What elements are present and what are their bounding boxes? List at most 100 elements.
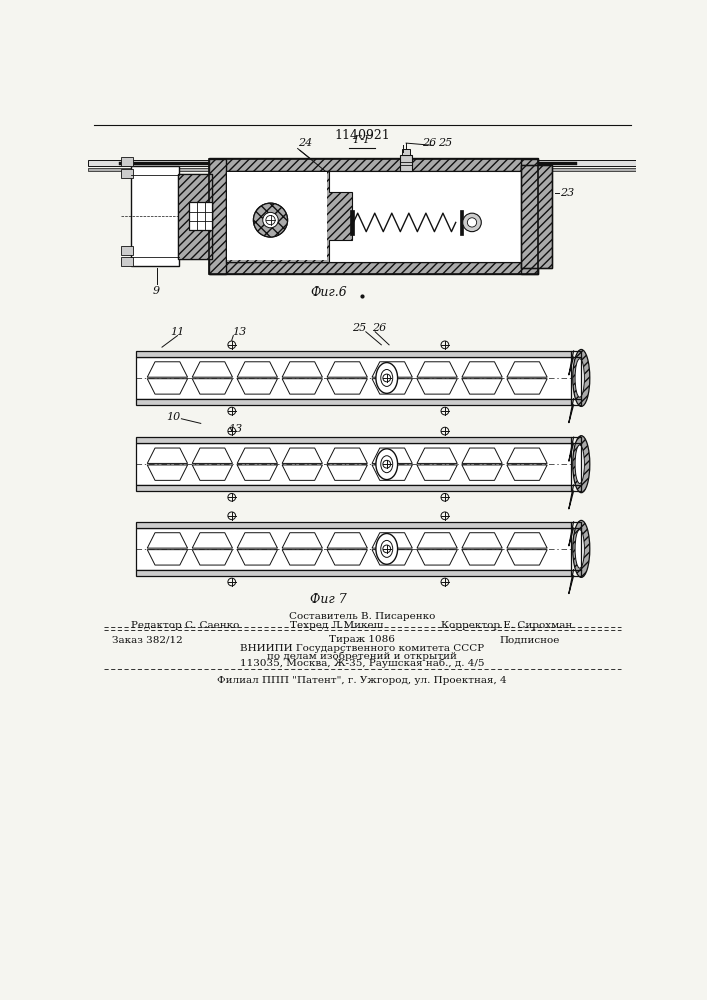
Polygon shape [372,550,412,565]
Ellipse shape [376,363,397,393]
Bar [136,485,571,491]
Polygon shape [237,448,277,463]
Polygon shape [237,379,277,394]
Text: 24: 24 [298,138,312,148]
Ellipse shape [575,530,585,568]
Text: 1140921: 1140921 [334,129,390,142]
Bar [136,570,571,576]
Polygon shape [327,379,368,394]
Bar [499,162,577,165]
Text: 25: 25 [353,323,367,333]
Polygon shape [507,448,547,463]
Polygon shape [192,448,233,463]
Text: 13: 13 [228,424,243,434]
Text: 23: 23 [559,188,574,198]
Bar [88,160,259,166]
Polygon shape [147,379,187,394]
Text: 26: 26 [422,138,436,148]
Polygon shape [507,550,547,565]
Polygon shape [417,448,457,463]
Polygon shape [192,533,233,548]
Polygon shape [192,362,233,377]
Bar [521,165,552,268]
Bar [476,160,638,166]
Polygon shape [237,533,277,548]
Polygon shape [507,465,547,480]
Bar [226,171,521,262]
Circle shape [253,203,288,237]
Bar [521,158,538,274]
Polygon shape [417,550,457,565]
Polygon shape [417,465,457,480]
Ellipse shape [381,540,392,557]
Bar [521,165,552,268]
Polygon shape [462,465,502,480]
Polygon shape [237,550,277,565]
Bar [131,166,179,266]
Polygon shape [417,379,457,394]
Bar [460,210,464,235]
Bar [121,157,134,166]
Bar [121,257,134,266]
Bar [136,437,571,443]
Text: ВНИИПИ Государственного комитета СССР: ВНИИПИ Государственного комитета СССР [240,644,484,653]
Polygon shape [327,465,368,480]
Bar [351,210,354,235]
Polygon shape [282,533,322,548]
Polygon shape [462,448,502,463]
Ellipse shape [573,520,590,577]
Bar [402,149,410,155]
Circle shape [253,203,288,237]
Bar [209,262,538,274]
Polygon shape [147,362,187,377]
Polygon shape [462,362,502,377]
Text: Заказ 382/12: Заказ 382/12 [112,635,182,644]
Ellipse shape [381,456,392,473]
Polygon shape [192,465,233,480]
Polygon shape [147,550,187,565]
Text: по делам изобретений и открытий: по делам изобретений и открытий [267,651,457,661]
Bar [136,528,571,570]
Polygon shape [147,533,187,548]
Text: Фиг 7: Фиг 7 [310,593,347,606]
Polygon shape [327,550,368,565]
Text: Филиал ППП "Патент", г. Ужгород, ул. Проектная, 4: Филиал ППП "Патент", г. Ужгород, ул. Про… [217,676,507,685]
Polygon shape [327,533,368,548]
Text: Техред Л.Микеш: Техред Л.Микеш [290,621,383,630]
Polygon shape [327,362,368,377]
Polygon shape [192,379,233,394]
Text: 113035, Москва, Ж-35, Раушская наб., д. 4/5: 113035, Москва, Ж-35, Раушская наб., д. … [240,659,484,668]
Polygon shape [282,362,322,377]
Circle shape [462,213,481,232]
Ellipse shape [376,533,397,564]
Polygon shape [372,533,412,548]
Text: Г-Г: Г-Г [353,135,371,145]
Text: Тираж 1086: Тираж 1086 [329,635,395,644]
Bar [400,155,412,171]
Text: 11: 11 [170,327,185,337]
Bar [177,174,212,259]
Polygon shape [462,533,502,548]
Ellipse shape [381,369,392,386]
Polygon shape [237,362,277,377]
Polygon shape [372,362,412,377]
Bar [136,399,571,405]
Polygon shape [372,379,412,394]
Circle shape [263,212,279,228]
Polygon shape [462,379,502,394]
Polygon shape [147,465,187,480]
Bar [476,168,638,171]
Ellipse shape [376,449,397,480]
Text: Составитель В. Писаренко: Составитель В. Писаренко [288,612,435,621]
Ellipse shape [575,445,585,483]
Polygon shape [192,550,233,565]
Polygon shape [507,362,547,377]
Polygon shape [282,465,322,480]
Bar [136,522,571,528]
Bar [136,443,571,485]
Text: Редактор С. Саенко: Редактор С. Саенко [131,621,240,630]
Bar [121,246,134,255]
Bar [227,172,327,260]
Polygon shape [507,533,547,548]
Text: 9: 9 [153,286,160,296]
